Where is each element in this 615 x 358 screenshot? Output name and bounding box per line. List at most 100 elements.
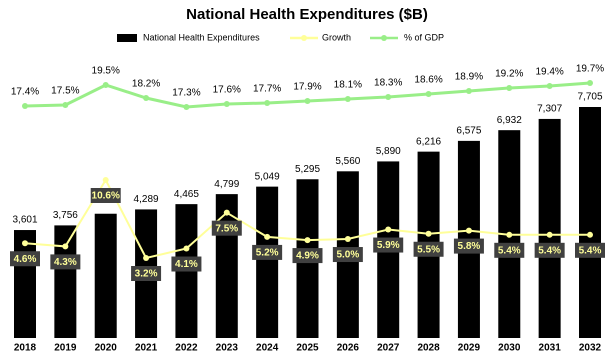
- bar: [94, 213, 117, 338]
- point: [587, 231, 593, 238]
- label-box: [413, 241, 444, 257]
- point: [344, 236, 351, 243]
- label-box: [332, 247, 363, 263]
- legend-marker: [381, 35, 387, 41]
- line-label: 18.3%: [374, 78, 402, 89]
- legend-swatch: [117, 34, 137, 42]
- point: [587, 80, 593, 86]
- line-label: 17.9%: [293, 82, 321, 93]
- line-label: 17.6%: [213, 85, 241, 96]
- line-label: 4.9%: [296, 251, 319, 262]
- x-tick-label: 2028: [417, 343, 440, 354]
- bar-label: 5,049: [255, 171, 280, 182]
- line-label: 18.2%: [132, 79, 160, 90]
- point: [425, 91, 432, 97]
- line-label: 17.7%: [253, 84, 281, 95]
- x-tick-label: 2031: [539, 343, 562, 354]
- point: [102, 177, 109, 183]
- bar-label: 4,465: [174, 189, 199, 200]
- point: [344, 96, 351, 102]
- point: [465, 88, 472, 94]
- bar-label: 6,216: [416, 136, 441, 147]
- bar: [579, 107, 601, 338]
- bar-label: 5,295: [295, 164, 320, 175]
- line-label: 19.7%: [576, 64, 604, 75]
- point: [223, 101, 230, 107]
- line-label: 5.4%: [538, 245, 561, 256]
- point: [465, 227, 472, 234]
- point: [385, 226, 392, 233]
- point: [183, 104, 190, 110]
- line-label: 19.5%: [92, 66, 120, 77]
- x-tick-label: 2024: [256, 343, 279, 354]
- point: [506, 85, 513, 91]
- x-tick-label: 2019: [54, 343, 77, 354]
- point: [264, 100, 271, 106]
- line-label: 4.3%: [54, 257, 77, 268]
- line-label: 19.2%: [495, 69, 523, 80]
- label-box: [131, 266, 162, 281]
- label-box: [534, 242, 565, 258]
- x-tick-label: 2025: [296, 343, 319, 354]
- line-label: 5.5%: [417, 244, 440, 255]
- bar-label: 3,601: [12, 215, 37, 226]
- line-label: 18.6%: [414, 75, 442, 86]
- line-label: 18.9%: [455, 72, 483, 83]
- x-tick-label: 2018: [14, 343, 37, 354]
- point: [223, 209, 230, 216]
- x-tick-label: 2022: [175, 343, 198, 354]
- line-label: 5.8%: [458, 241, 481, 252]
- line-label: 17.5%: [51, 86, 79, 97]
- label-box: [453, 238, 484, 254]
- point: [506, 231, 513, 238]
- point: [183, 245, 190, 252]
- line-label: 5.9%: [377, 240, 400, 251]
- line-label: 18.1%: [334, 80, 362, 91]
- label-box: [50, 254, 81, 270]
- bar: [215, 194, 238, 338]
- label-box: [575, 242, 605, 258]
- point: [546, 83, 553, 89]
- label-box: [211, 220, 242, 236]
- bar: [54, 225, 77, 338]
- line-label: 5.2%: [256, 248, 279, 259]
- point: [62, 243, 69, 250]
- line-label: 3.2%: [135, 269, 158, 280]
- point: [143, 255, 150, 261]
- legend-label: Growth: [322, 32, 351, 42]
- point: [22, 240, 28, 247]
- x-tick-label: 2026: [337, 343, 360, 354]
- point: [22, 103, 28, 109]
- x-tick-label: 2030: [498, 343, 521, 354]
- label-box: [171, 256, 202, 272]
- label-box: [252, 244, 283, 260]
- point: [264, 233, 271, 240]
- legend-label: % of GDP: [404, 32, 444, 42]
- line-label: 5.4%: [579, 245, 602, 256]
- point: [143, 95, 150, 101]
- point: [385, 94, 392, 100]
- chart-title: National Health Expenditures ($B): [186, 6, 428, 23]
- bar-label: 6,575: [456, 126, 481, 137]
- legend-label: National Health Expenditures: [143, 32, 260, 42]
- bar-label: 7,705: [577, 92, 602, 103]
- line-label: 19.4%: [535, 67, 563, 78]
- line-label: 5.0%: [336, 250, 359, 261]
- point: [304, 98, 311, 104]
- line-label: 7.5%: [215, 223, 238, 234]
- x-tick-label: 2029: [458, 343, 481, 354]
- bar-label: 7,307: [537, 104, 562, 115]
- bar: [256, 186, 279, 338]
- label-box: [373, 237, 404, 253]
- x-tick-label: 2023: [216, 343, 239, 354]
- bar-label: 5,890: [376, 146, 401, 157]
- point: [546, 231, 553, 238]
- line-label: 17.3%: [172, 88, 200, 99]
- label-box: [292, 248, 323, 264]
- bar-label: 3,756: [53, 210, 78, 221]
- point: [102, 82, 109, 88]
- point: [62, 102, 69, 108]
- label-box: [494, 242, 525, 258]
- line-label: 10.6%: [92, 191, 120, 202]
